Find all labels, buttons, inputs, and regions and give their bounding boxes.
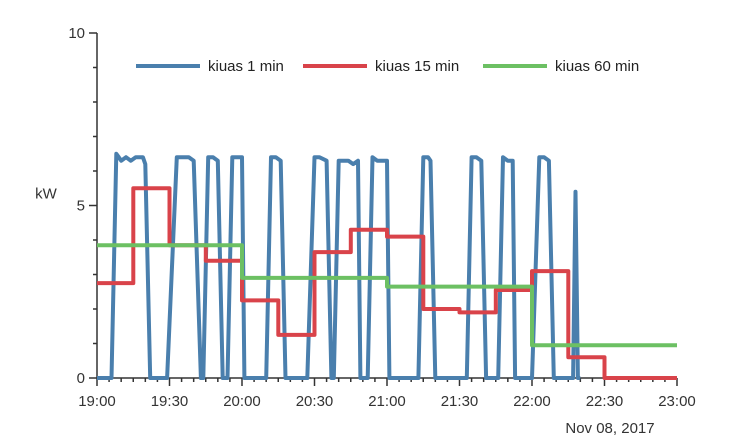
x-tick-label: 22:00 bbox=[513, 393, 551, 410]
x-tick-label: 21:30 bbox=[441, 393, 479, 410]
series-line-1 bbox=[97, 151, 581, 380]
axes: 0 5 10 kW 19:00 19:30 20:00 20:30 21:00 21:30 22:0… bbox=[35, 25, 696, 437]
y-axis-label: kW bbox=[35, 186, 58, 203]
x-tick-label: 22:30 bbox=[586, 393, 624, 410]
y-tick-label: 0 bbox=[77, 370, 85, 387]
x-tick-label: 20:00 bbox=[223, 393, 261, 410]
y-tick-label: 5 bbox=[77, 198, 85, 215]
legend-label-2: kiuas 15 min bbox=[375, 58, 459, 75]
x-tick-label: 20:30 bbox=[296, 393, 334, 410]
series-line-3 bbox=[97, 243, 677, 348]
x-tick-label: 21:00 bbox=[368, 393, 406, 410]
x-tick-label: 19:30 bbox=[151, 393, 189, 410]
legend-label-1: kiuas 1 min bbox=[208, 58, 284, 75]
legend: kiuas 1 min kiuas 15 min kiuas 60 min bbox=[136, 58, 639, 75]
x-date-label: Nov 08, 2017 bbox=[565, 420, 654, 437]
x-tick-label: 23:00 bbox=[658, 393, 696, 410]
y-tick-label: 10 bbox=[68, 25, 85, 42]
series-layer bbox=[97, 151, 677, 380]
legend-label-3: kiuas 60 min bbox=[555, 58, 639, 75]
x-tick-label: 19:00 bbox=[78, 393, 116, 410]
